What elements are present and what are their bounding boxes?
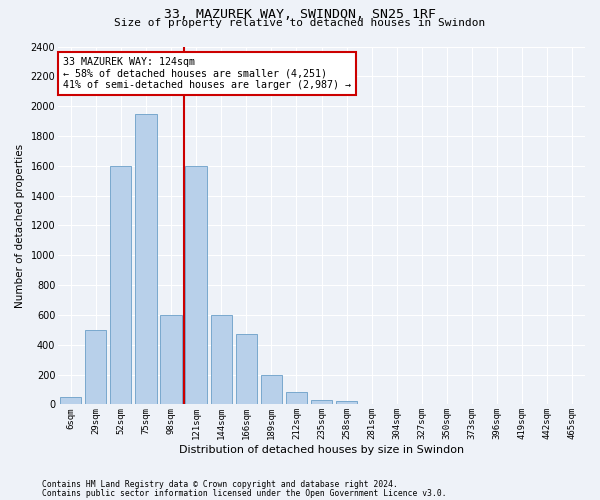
Bar	[185, 166, 207, 404]
Text: Size of property relative to detached houses in Swindon: Size of property relative to detached ho…	[115, 18, 485, 28]
Y-axis label: Number of detached properties: Number of detached properties	[15, 144, 25, 308]
Bar	[311, 400, 332, 404]
Text: 33, MAZUREK WAY, SWINDON, SN25 1RF: 33, MAZUREK WAY, SWINDON, SN25 1RF	[164, 8, 436, 20]
Bar	[260, 374, 282, 404]
Bar	[211, 315, 232, 404]
Bar	[236, 334, 257, 404]
Text: Contains public sector information licensed under the Open Government Licence v3: Contains public sector information licen…	[42, 489, 446, 498]
Text: Contains HM Land Registry data © Crown copyright and database right 2024.: Contains HM Land Registry data © Crown c…	[42, 480, 398, 489]
Bar	[60, 397, 81, 404]
Bar	[110, 166, 131, 404]
Bar	[160, 315, 182, 404]
Text: 33 MAZUREK WAY: 124sqm
← 58% of detached houses are smaller (4,251)
41% of semi-: 33 MAZUREK WAY: 124sqm ← 58% of detached…	[64, 57, 352, 90]
Bar	[135, 114, 157, 405]
Bar	[286, 392, 307, 404]
Bar	[85, 330, 106, 404]
X-axis label: Distribution of detached houses by size in Swindon: Distribution of detached houses by size …	[179, 445, 464, 455]
Bar	[336, 402, 357, 404]
